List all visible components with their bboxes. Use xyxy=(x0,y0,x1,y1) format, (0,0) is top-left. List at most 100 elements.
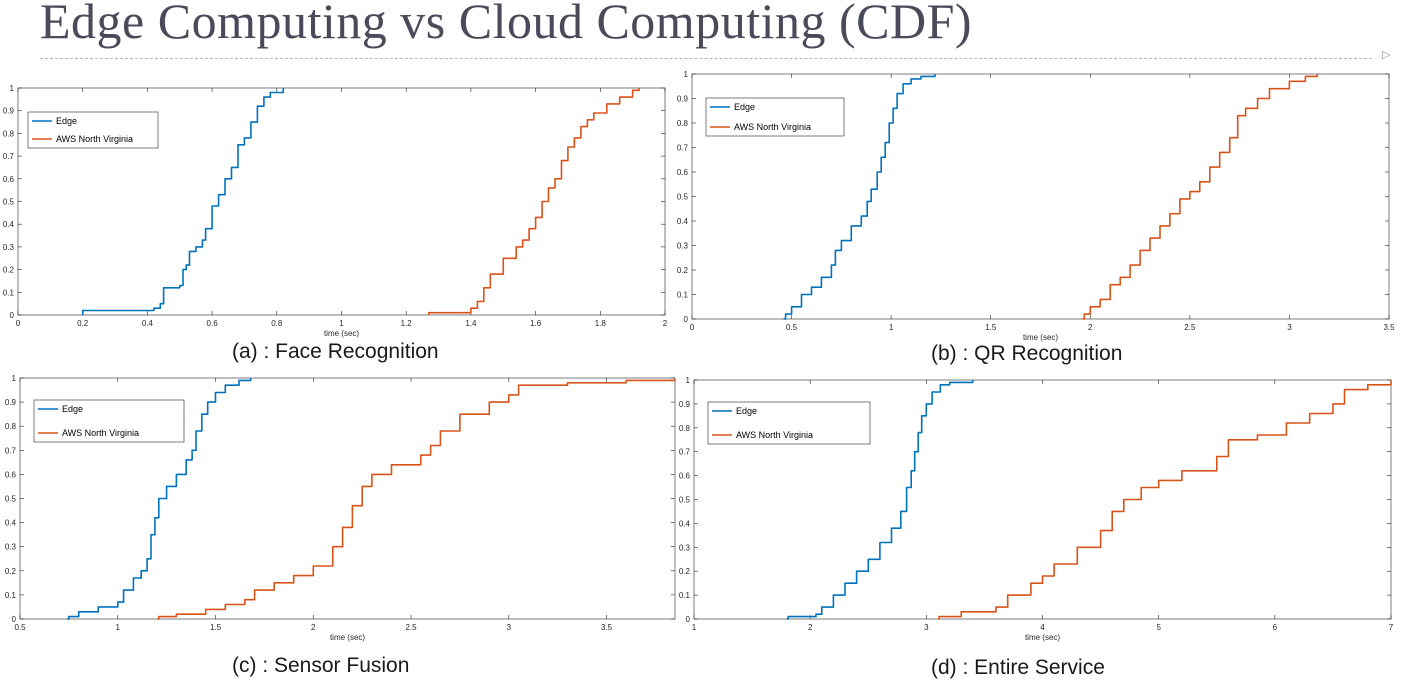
y-tick-label: 0 xyxy=(686,615,691,624)
x-tick-label: 1.6 xyxy=(530,319,542,328)
y-tick-label: 0 xyxy=(10,311,15,320)
y-tick-label: 0.6 xyxy=(3,175,15,184)
y-tick-label: 0.6 xyxy=(5,470,17,479)
y-tick-label: 0.4 xyxy=(677,217,689,226)
legend-box xyxy=(705,97,845,137)
y-tick-label: 0.8 xyxy=(679,424,691,433)
x-axis-label: time (sec) xyxy=(1023,333,1058,342)
series-line-aws xyxy=(156,379,676,620)
y-tick-label: 0.1 xyxy=(3,288,15,297)
x-tick-label: 3 xyxy=(507,623,512,632)
y-tick-label: 0.8 xyxy=(3,129,15,138)
legend-label-aws: AWS North Virginia xyxy=(734,122,811,132)
y-tick-label: 0.3 xyxy=(679,543,691,552)
y-tick-label: 0.5 xyxy=(679,496,691,505)
y-tick-label: 1 xyxy=(12,374,17,383)
series-line-edge xyxy=(786,380,974,620)
series-line-aws xyxy=(938,380,1392,620)
legend-label-aws: AWS North Virginia xyxy=(56,134,133,144)
x-tick-label: 2 xyxy=(1088,323,1093,332)
y-tick-label: 0.3 xyxy=(5,543,17,552)
x-tick-label: 1.4 xyxy=(465,319,477,328)
y-tick-label: 0.9 xyxy=(677,95,689,104)
x-tick-label: 2 xyxy=(663,319,668,328)
y-tick-label: 0.7 xyxy=(679,448,691,457)
y-tick-label: 0.8 xyxy=(5,422,17,431)
x-tick-label: 0.8 xyxy=(271,319,283,328)
legend-label-edge: Edge xyxy=(734,102,755,112)
y-tick-label: 0.2 xyxy=(3,266,15,275)
x-tick-label: 0.4 xyxy=(142,319,154,328)
x-tick-label: 1 xyxy=(889,323,894,332)
x-tick-label: 0 xyxy=(690,323,695,332)
x-tick-label: 3.5 xyxy=(1383,323,1395,332)
x-tick-label: 0 xyxy=(16,319,21,328)
legend-box xyxy=(707,401,871,445)
y-tick-label: 0.7 xyxy=(5,446,17,455)
y-tick-label: 0.2 xyxy=(677,266,689,275)
x-tick-label: 7 xyxy=(1389,623,1394,632)
x-tick-label: 2 xyxy=(808,623,813,632)
x-tick-label: 1.5 xyxy=(210,623,222,632)
x-tick-label: 0.2 xyxy=(77,319,89,328)
y-tick-label: 0.5 xyxy=(5,495,17,504)
y-tick-label: 0.9 xyxy=(679,400,691,409)
legend-box xyxy=(27,111,159,149)
chart-qr-recognition-svg: 0 0.5 1 1.5 2 2.5 3 3.5 0 0.1 0.2 0.3 0.4 0.5 0.6 0.7 0.… xyxy=(677,70,1395,342)
y-tick-label: 0.3 xyxy=(3,243,15,252)
x-axis-label: time (sec) xyxy=(1025,633,1060,642)
series-line-aws xyxy=(1082,74,1319,320)
x-tick-label: 1.8 xyxy=(595,319,607,328)
y-tick-label: 0.1 xyxy=(679,591,691,600)
slide-title: Edge Computing vs Cloud Computing (CDF) xyxy=(40,0,973,49)
x-axis-label: time (sec) xyxy=(324,329,359,338)
x-tick-label: 2 xyxy=(311,623,316,632)
y-tick-label: 0.5 xyxy=(677,193,689,202)
legend-label-edge: Edge xyxy=(56,116,77,126)
series-line-aws xyxy=(428,88,640,315)
y-tick-label: 0 xyxy=(684,315,689,324)
y-tick-label: 0.9 xyxy=(5,398,17,407)
x-axis-label: time (sec) xyxy=(330,633,365,642)
series-line-edge xyxy=(66,378,252,620)
x-tick-label: 0.5 xyxy=(786,323,798,332)
y-tick-label: 0.4 xyxy=(5,519,17,528)
x-tick-label: 1.5 xyxy=(985,323,997,332)
chart-face-recognition-svg: 0 0.2 0.4 0.6 0.8 1 1.2 1.4 1.6 1.8 2 0 0.1 0.2 0.3 0.4… xyxy=(3,84,668,338)
caption-face-recognition: (a) : Face Recognition xyxy=(232,340,439,363)
chart-face-recognition: 0 0.2 0.4 0.6 0.8 1 1.2 1.4 1.6 1.8 2 0 0.1 0.2 0.3 0.4… xyxy=(0,78,680,338)
legend-box xyxy=(33,399,185,443)
legend-label-aws: AWS North Virginia xyxy=(736,430,813,440)
x-tick-label: 3 xyxy=(924,623,929,632)
x-tick-label: 1.2 xyxy=(401,319,413,328)
x-tick-label: 5 xyxy=(1156,623,1161,632)
series-line-edge xyxy=(81,88,285,315)
y-tick-label: 0.7 xyxy=(3,152,15,161)
chart-entire-service: 1 2 3 4 5 6 7 0 0.1 0.2 0.3 0.4 0.5 0.6 0.7 0.8 0.9 1 time… xyxy=(672,370,1394,646)
y-tick-label: 0.3 xyxy=(677,242,689,251)
x-tick-label: 0.6 xyxy=(207,319,219,328)
x-tick-label: 1 xyxy=(116,623,121,632)
title-divider xyxy=(40,58,1372,59)
chart-qr-recognition: 0 0.5 1 1.5 2 2.5 3 3.5 0 0.1 0.2 0.3 0.4 0.5 0.6 0.7 0.… xyxy=(672,66,1395,346)
y-tick-label: 0.9 xyxy=(3,107,15,116)
y-tick-label: 0.2 xyxy=(5,567,17,576)
y-tick-label: 0.4 xyxy=(3,220,15,229)
y-tick-label: 1 xyxy=(684,70,689,79)
x-tick-label: 3 xyxy=(1287,323,1292,332)
y-tick-label: 0.6 xyxy=(679,472,691,481)
legend-label-edge: Edge xyxy=(62,404,83,414)
y-tick-label: 1 xyxy=(10,84,15,93)
y-tick-label: 0.1 xyxy=(5,591,17,600)
caption-qr-recognition: (b) : QR Recognition xyxy=(931,342,1123,365)
x-tick-label: 1 xyxy=(692,623,697,632)
x-tick-label: 0.5 xyxy=(14,623,26,632)
legend-label-aws: AWS North Virginia xyxy=(62,428,139,438)
x-tick-label: 6 xyxy=(1273,623,1278,632)
corner-arrow-icon: ▷ xyxy=(1382,48,1391,61)
x-tick-label: 4 xyxy=(1040,623,1045,632)
y-tick-label: 0.8 xyxy=(677,119,689,128)
legend-label-edge: Edge xyxy=(736,406,757,416)
x-tick-label: 1 xyxy=(339,319,344,328)
y-tick-label: 0.2 xyxy=(679,567,691,576)
